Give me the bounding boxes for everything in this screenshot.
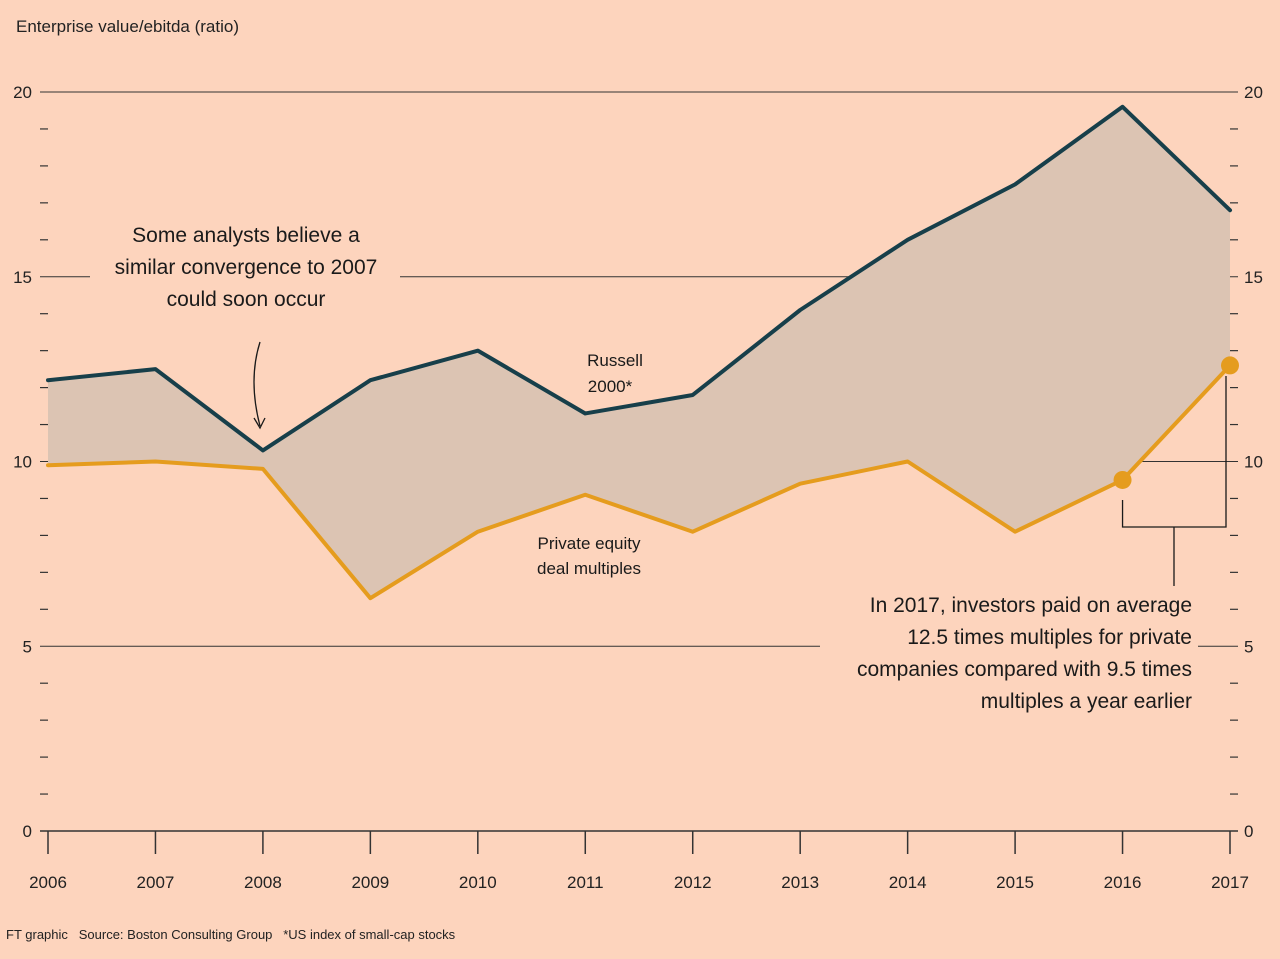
y-axis-left: 0 5 10 15 20 bbox=[13, 83, 32, 841]
series-labels: Russell 2000* Private equity deal multiples bbox=[537, 351, 643, 578]
x-tick-label-2006: 2006 bbox=[29, 873, 67, 892]
annotations: Some analysts believe a similar convergen… bbox=[115, 224, 1227, 713]
minor-ticks bbox=[40, 128, 1238, 795]
y-tick-label-left-20: 20 bbox=[13, 83, 32, 102]
x-tick-label-2013: 2013 bbox=[781, 873, 819, 892]
annotation-bracket bbox=[1121, 376, 1227, 586]
y-tick-label-right-15: 15 bbox=[1244, 268, 1263, 287]
x-tick-label-2010: 2010 bbox=[459, 873, 497, 892]
x-tick-label-2011: 2011 bbox=[567, 873, 604, 892]
x-tick-label-2012: 2012 bbox=[674, 873, 712, 892]
annotation-convergence: could soon occur bbox=[167, 288, 326, 311]
x-tick-label-2016: 2016 bbox=[1104, 873, 1142, 892]
y-tick-label-left-15: 15 bbox=[13, 268, 32, 287]
y-tick-label-left-5: 5 bbox=[23, 637, 32, 656]
x-tick-label-2014: 2014 bbox=[889, 873, 927, 892]
x-tick-label-2017: 2017 bbox=[1211, 873, 1249, 892]
annotation-arrow-head bbox=[253, 417, 266, 430]
y-tick-label-right-10: 10 bbox=[1244, 453, 1263, 472]
y-tick-label-left-10: 10 bbox=[13, 453, 32, 472]
highlight-point-2017 bbox=[1221, 356, 1239, 375]
annotation-investors-2017: 12.5 times multiples for private bbox=[907, 626, 1192, 649]
annotation-convergence: similar convergence to 2007 bbox=[115, 256, 378, 279]
annotation-investors-2017: In 2017, investors paid on average bbox=[870, 594, 1192, 617]
series-line-0 bbox=[46, 104, 1232, 453]
series-lines bbox=[46, 104, 1239, 601]
series-label-private-equity: deal multiples bbox=[537, 559, 641, 578]
x-tick-label-2015: 2015 bbox=[996, 873, 1034, 892]
series-line-1 bbox=[46, 363, 1232, 601]
y-axis-right: 0 5 10 15 20 bbox=[1244, 83, 1263, 841]
fill-between-area bbox=[48, 106, 1230, 599]
annotation-investors-2017: multiples a year earlier bbox=[981, 690, 1192, 713]
annotation-investors-2017: companies compared with 9.5 times bbox=[857, 658, 1192, 681]
x-tick-label-2008: 2008 bbox=[244, 873, 282, 892]
x-tick-label-2009: 2009 bbox=[351, 873, 389, 892]
series-label-russell: 2000* bbox=[588, 377, 633, 396]
annotation-convergence: Some analysts believe a bbox=[132, 224, 360, 247]
annotation-arrow bbox=[253, 341, 261, 427]
footer-source: FT graphic Source: Boston Consulting Gro… bbox=[6, 927, 456, 942]
fill-between-shape bbox=[48, 106, 1230, 599]
y-tick-label-right-5: 5 bbox=[1244, 637, 1253, 656]
highlight-point-2016 bbox=[1113, 470, 1132, 489]
y-axis-label: Enterprise value/ebitda (ratio) bbox=[16, 17, 239, 36]
series-label-private-equity: Private equity bbox=[538, 534, 641, 553]
x-tick-label-2007: 2007 bbox=[137, 873, 175, 892]
y-tick-label-right-20: 20 bbox=[1244, 83, 1263, 102]
y-tick-label-right-0: 0 bbox=[1244, 822, 1253, 841]
series-label-russell: Russell bbox=[587, 351, 643, 370]
x-axis: 2006 2007 2008 2009 2010 2011 2012 2013 2014 2015… bbox=[29, 830, 1249, 892]
y-tick-label-left-0: 0 bbox=[23, 822, 32, 841]
